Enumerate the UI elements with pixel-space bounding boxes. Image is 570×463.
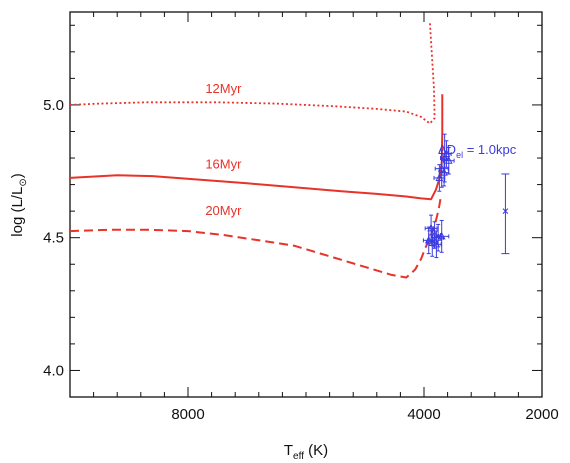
isochrone-20Myr (69, 195, 443, 279)
y-tick-label: 5.0 (43, 97, 64, 114)
star-point (431, 230, 442, 259)
distance-error-marker (502, 208, 509, 214)
x-axis-title: Teff (K) (284, 442, 328, 462)
isochrone-12Myr (69, 22, 436, 125)
x-tick-label: 4000 (407, 406, 440, 423)
y-tick-label: 4.0 (43, 362, 64, 379)
isochrone-label-12Myr: 12Myr (205, 81, 242, 96)
triangle-marker (424, 235, 433, 244)
plot-frame (69, 11, 543, 398)
triangle-marker (435, 173, 444, 181)
triangle-marker (427, 223, 435, 232)
isochrone-label-16Myr: 16Myr (205, 157, 242, 172)
triangle-marker (440, 168, 448, 176)
annotation-label: ΔDel = 1.0kpc (438, 142, 517, 160)
y-tick-label: 4.5 (43, 230, 64, 247)
y-axis-title: log (L/L⊙) (9, 173, 29, 236)
tick-labels: 8000 4000 2000 4.0 4.5 5.0 (43, 97, 559, 423)
x-tick-label: 8000 (171, 406, 204, 423)
star-point (434, 219, 450, 253)
observed-points (422, 133, 455, 259)
star-point (434, 149, 449, 188)
axis-ticks (69, 12, 543, 398)
isochrone-labels: 12Myr 16Myr 20Myr (205, 81, 242, 218)
triangle-marker (437, 231, 446, 240)
triangle-marker (432, 239, 441, 248)
triangle-marker (437, 164, 446, 172)
distance-error-annotation: ΔDel = 1.0kpc (438, 142, 517, 255)
star-point (440, 133, 450, 183)
star-point (422, 226, 435, 255)
x-tick-label: 2000 (525, 406, 558, 423)
triangle-marker (440, 153, 449, 162)
isochrone-series (69, 22, 444, 279)
isochrone-label-20Myr: 20Myr (205, 203, 242, 218)
